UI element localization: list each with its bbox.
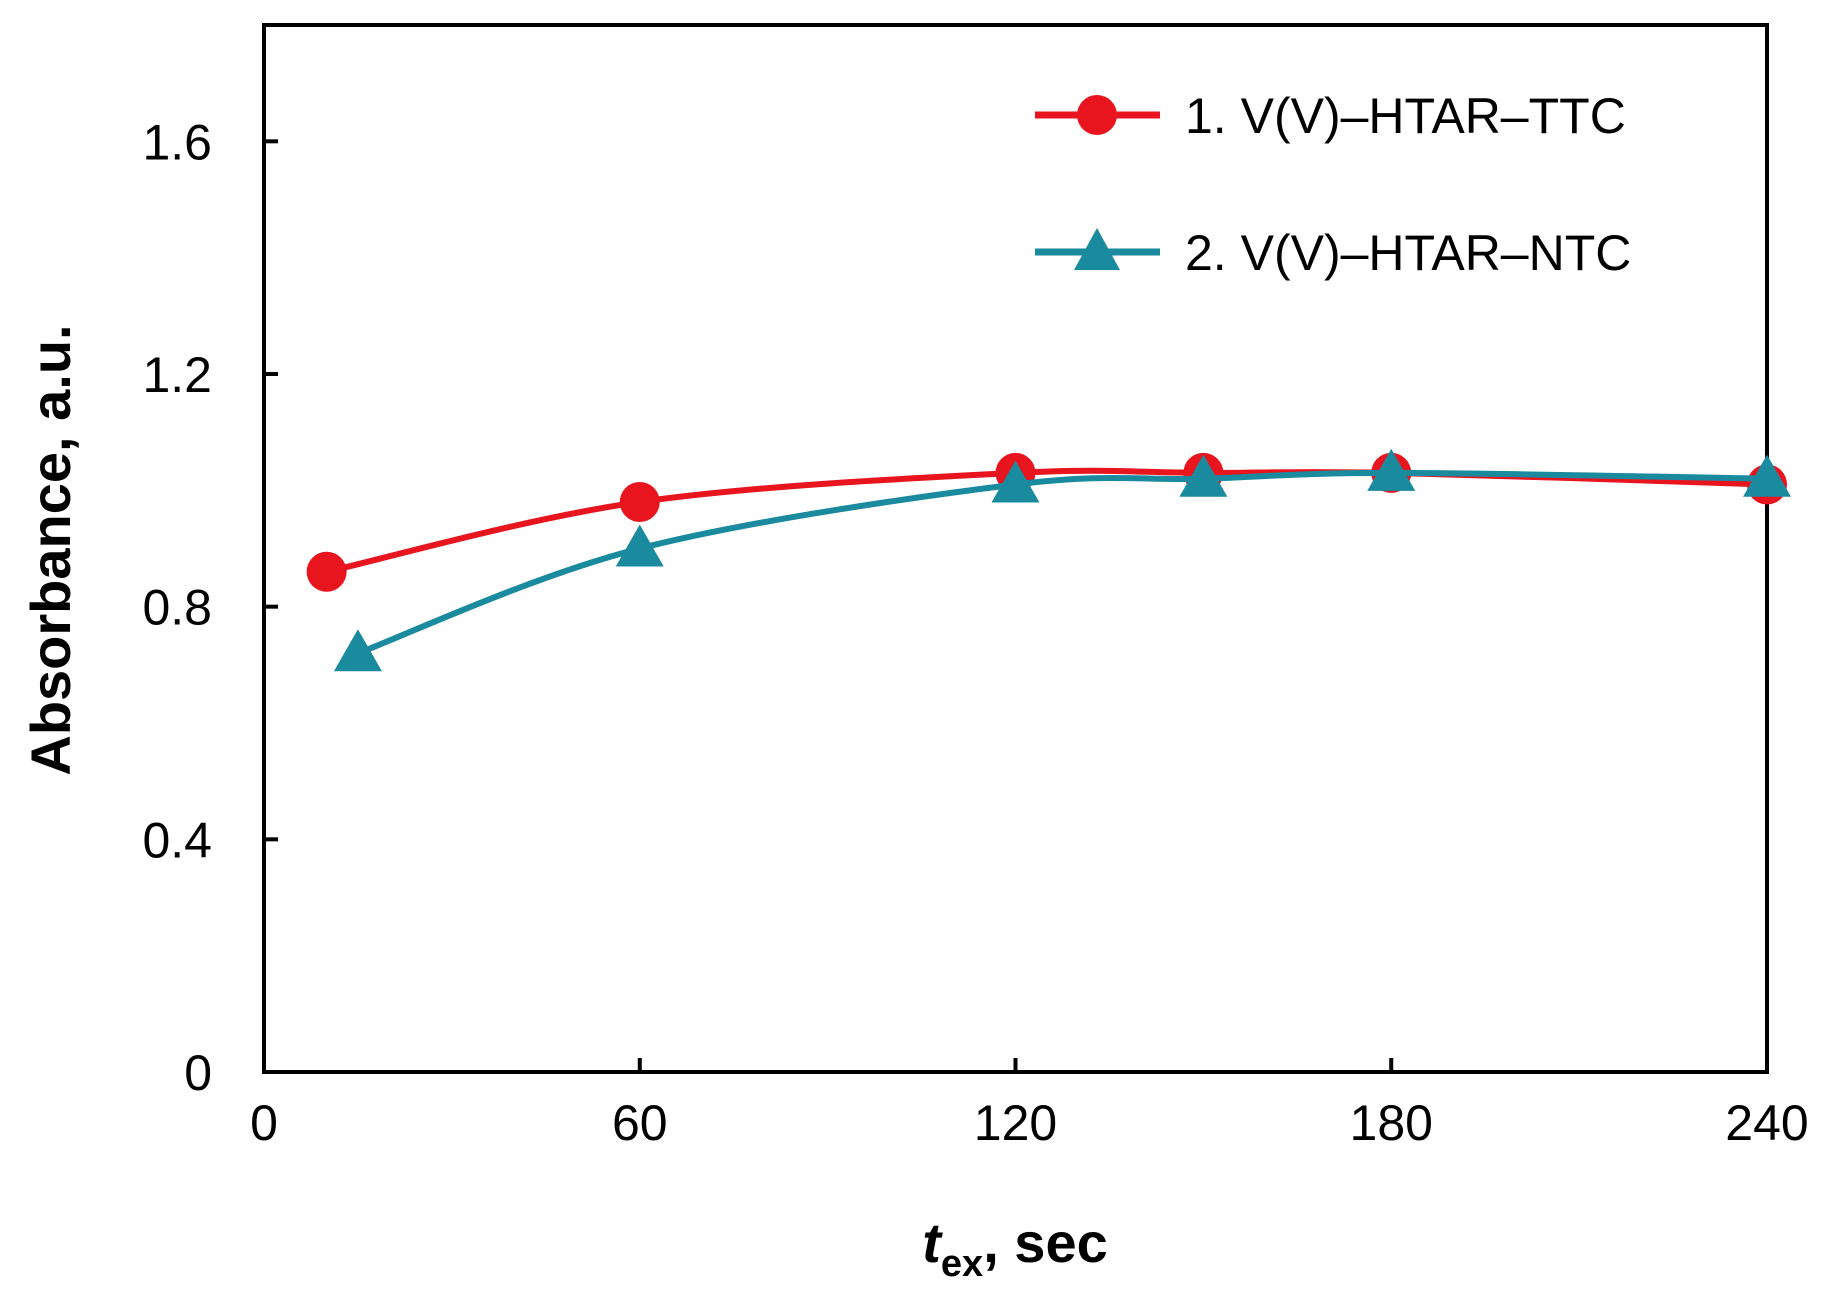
legend-label-2: 2. V(V)–HTAR–NTC — [1185, 225, 1631, 281]
data-point-triangle — [615, 524, 664, 567]
series-layer — [306, 448, 1791, 672]
legend-item-1: 1. V(V)–HTAR–TTC — [1035, 88, 1626, 144]
legend-marker-circle — [1077, 95, 1117, 135]
data-point-triangle — [991, 460, 1040, 503]
x-tick-label: 0 — [250, 1095, 278, 1151]
series-line-2 — [356, 469, 1768, 657]
y-tick-label: 0 — [184, 1045, 212, 1101]
legend: 1. V(V)–HTAR–TTC 2. V(V)–HTAR–NTC — [1035, 88, 1631, 281]
x-axis-title-sub: ex — [941, 1243, 983, 1285]
y-tick-label: 1.2 — [142, 347, 212, 403]
data-point-triangle — [333, 629, 382, 672]
x-axis-title-main: t — [922, 1211, 943, 1274]
data-point-circle — [619, 481, 660, 522]
x-axis-ticks: 0 60 120 180 240 — [250, 1058, 1809, 1151]
plot-frame — [262, 23, 1769, 1074]
data-point-circle — [306, 551, 347, 592]
x-tick-label: 180 — [1350, 1095, 1433, 1151]
data-point-triangle — [1179, 454, 1228, 497]
series-2 — [333, 448, 1791, 672]
y-tick-label: 1.6 — [142, 114, 212, 170]
y-axis-title: Absorbance, a.u. — [19, 324, 82, 775]
legend-item-2: 2. V(V)–HTAR–NTC — [1035, 225, 1631, 281]
x-axis-title: tex, sec — [922, 1211, 1108, 1285]
x-tick-label: 120 — [974, 1095, 1057, 1151]
y-tick-label: 0.8 — [142, 580, 212, 636]
data-point-triangle — [1743, 454, 1791, 497]
x-axis-title-rest: , sec — [983, 1211, 1108, 1274]
y-axis-ticks: 0 0.4 0.8 1.2 1.6 — [142, 114, 278, 1101]
x-tick-label: 240 — [1725, 1095, 1808, 1151]
y-tick-label: 0.4 — [142, 812, 212, 868]
x-tick-label: 60 — [612, 1095, 668, 1151]
legend-marker-triangle — [1074, 228, 1120, 270]
legend-label-1: 1. V(V)–HTAR–TTC — [1185, 88, 1626, 144]
series-line-1 — [325, 467, 1768, 575]
data-point-triangle — [1367, 448, 1416, 491]
